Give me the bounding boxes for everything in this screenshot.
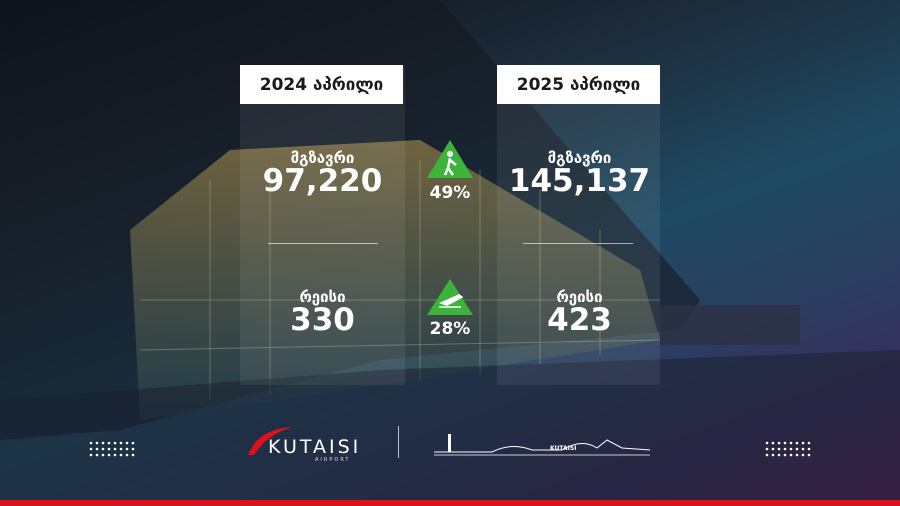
flights-label: რეისი <box>299 288 346 306</box>
passengers-change: 49% <box>429 183 471 203</box>
passenger-up-icon <box>427 140 473 178</box>
header: 2024 აპრილი <box>240 65 403 104</box>
logo-divider <box>398 426 399 458</box>
flights-change: 28% <box>429 319 471 339</box>
header: 2025 აპრილი <box>497 65 660 104</box>
passengers-value: 145,137 <box>508 163 651 199</box>
flight-up-icon <box>427 279 473 315</box>
passengers-label: მგზავრი <box>290 149 355 167</box>
flights-value: 423 <box>547 302 612 338</box>
flights-value: 330 <box>290 302 355 338</box>
panel-2024 <box>240 65 405 385</box>
logo-subtitle: AIRPORT <box>315 457 351 463</box>
terminal-logo-text: KUTAISI <box>550 445 577 452</box>
divider <box>268 243 378 244</box>
logo-name: KUTAISI <box>268 436 362 458</box>
flights-label: რეისი <box>556 288 603 306</box>
dots-decoration <box>89 441 135 457</box>
logo-swoosh <box>248 427 292 455</box>
panel-2025 <box>497 65 660 385</box>
passengers-label: მგზავრი <box>547 149 612 167</box>
divider <box>523 243 633 244</box>
dots-decoration <box>765 441 811 457</box>
passengers-value: 97,220 <box>262 163 383 199</box>
terminal-logo <box>434 434 651 456</box>
